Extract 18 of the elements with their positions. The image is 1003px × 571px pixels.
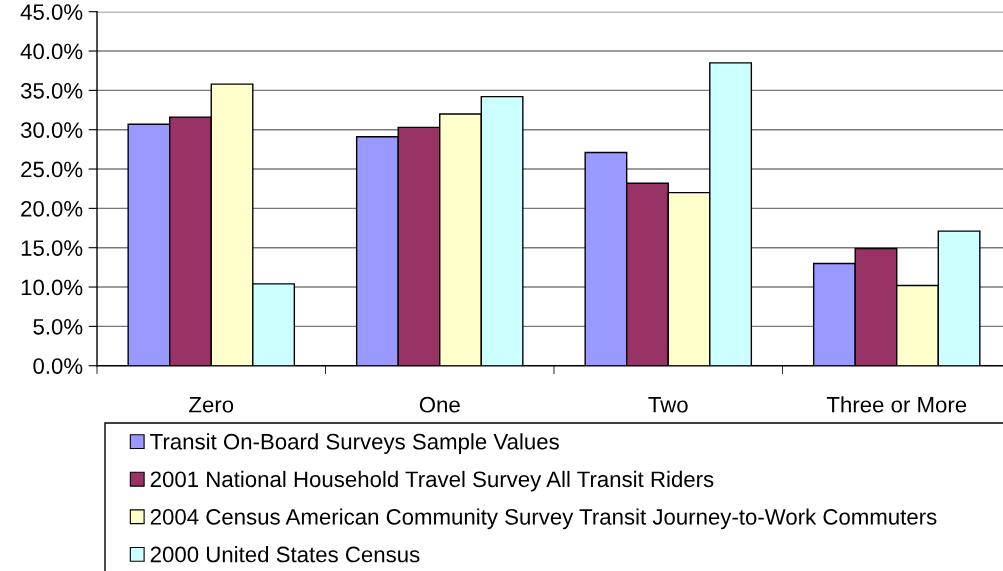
legend-label: 2004 Census American Community Survey Transit Journey-to-Work Commuters (150, 508, 937, 530)
y-tick-label: 10.0% (21, 279, 83, 296)
legend-label: 2001 National Household Travel Survey All Transit Riders (150, 470, 714, 492)
x-tick-label: Three or More (826, 396, 967, 413)
x-tick-label: Zero (189, 397, 234, 413)
y-tick-label: 30.0% (20, 122, 83, 138)
y-tick-label: 35.0% (20, 82, 83, 99)
y-tick-label: 20.0% (21, 200, 83, 217)
y-tick-label: 0.0% (33, 358, 83, 374)
y-tick-label: 5.0% (33, 318, 83, 335)
y-tick-label: 40.0% (20, 43, 83, 60)
x-tick-label: One (419, 396, 460, 413)
legend-label: 2000 United States Census (150, 546, 420, 563)
x-tick-label: Two (648, 397, 688, 413)
legend-label: Transit On-Board Surveys Sample Values (150, 433, 559, 454)
y-tick-label: 25.0% (21, 161, 83, 178)
y-tick-label: 15.0% (21, 240, 83, 256)
y-tick-label: 45.0% (20, 4, 83, 20)
